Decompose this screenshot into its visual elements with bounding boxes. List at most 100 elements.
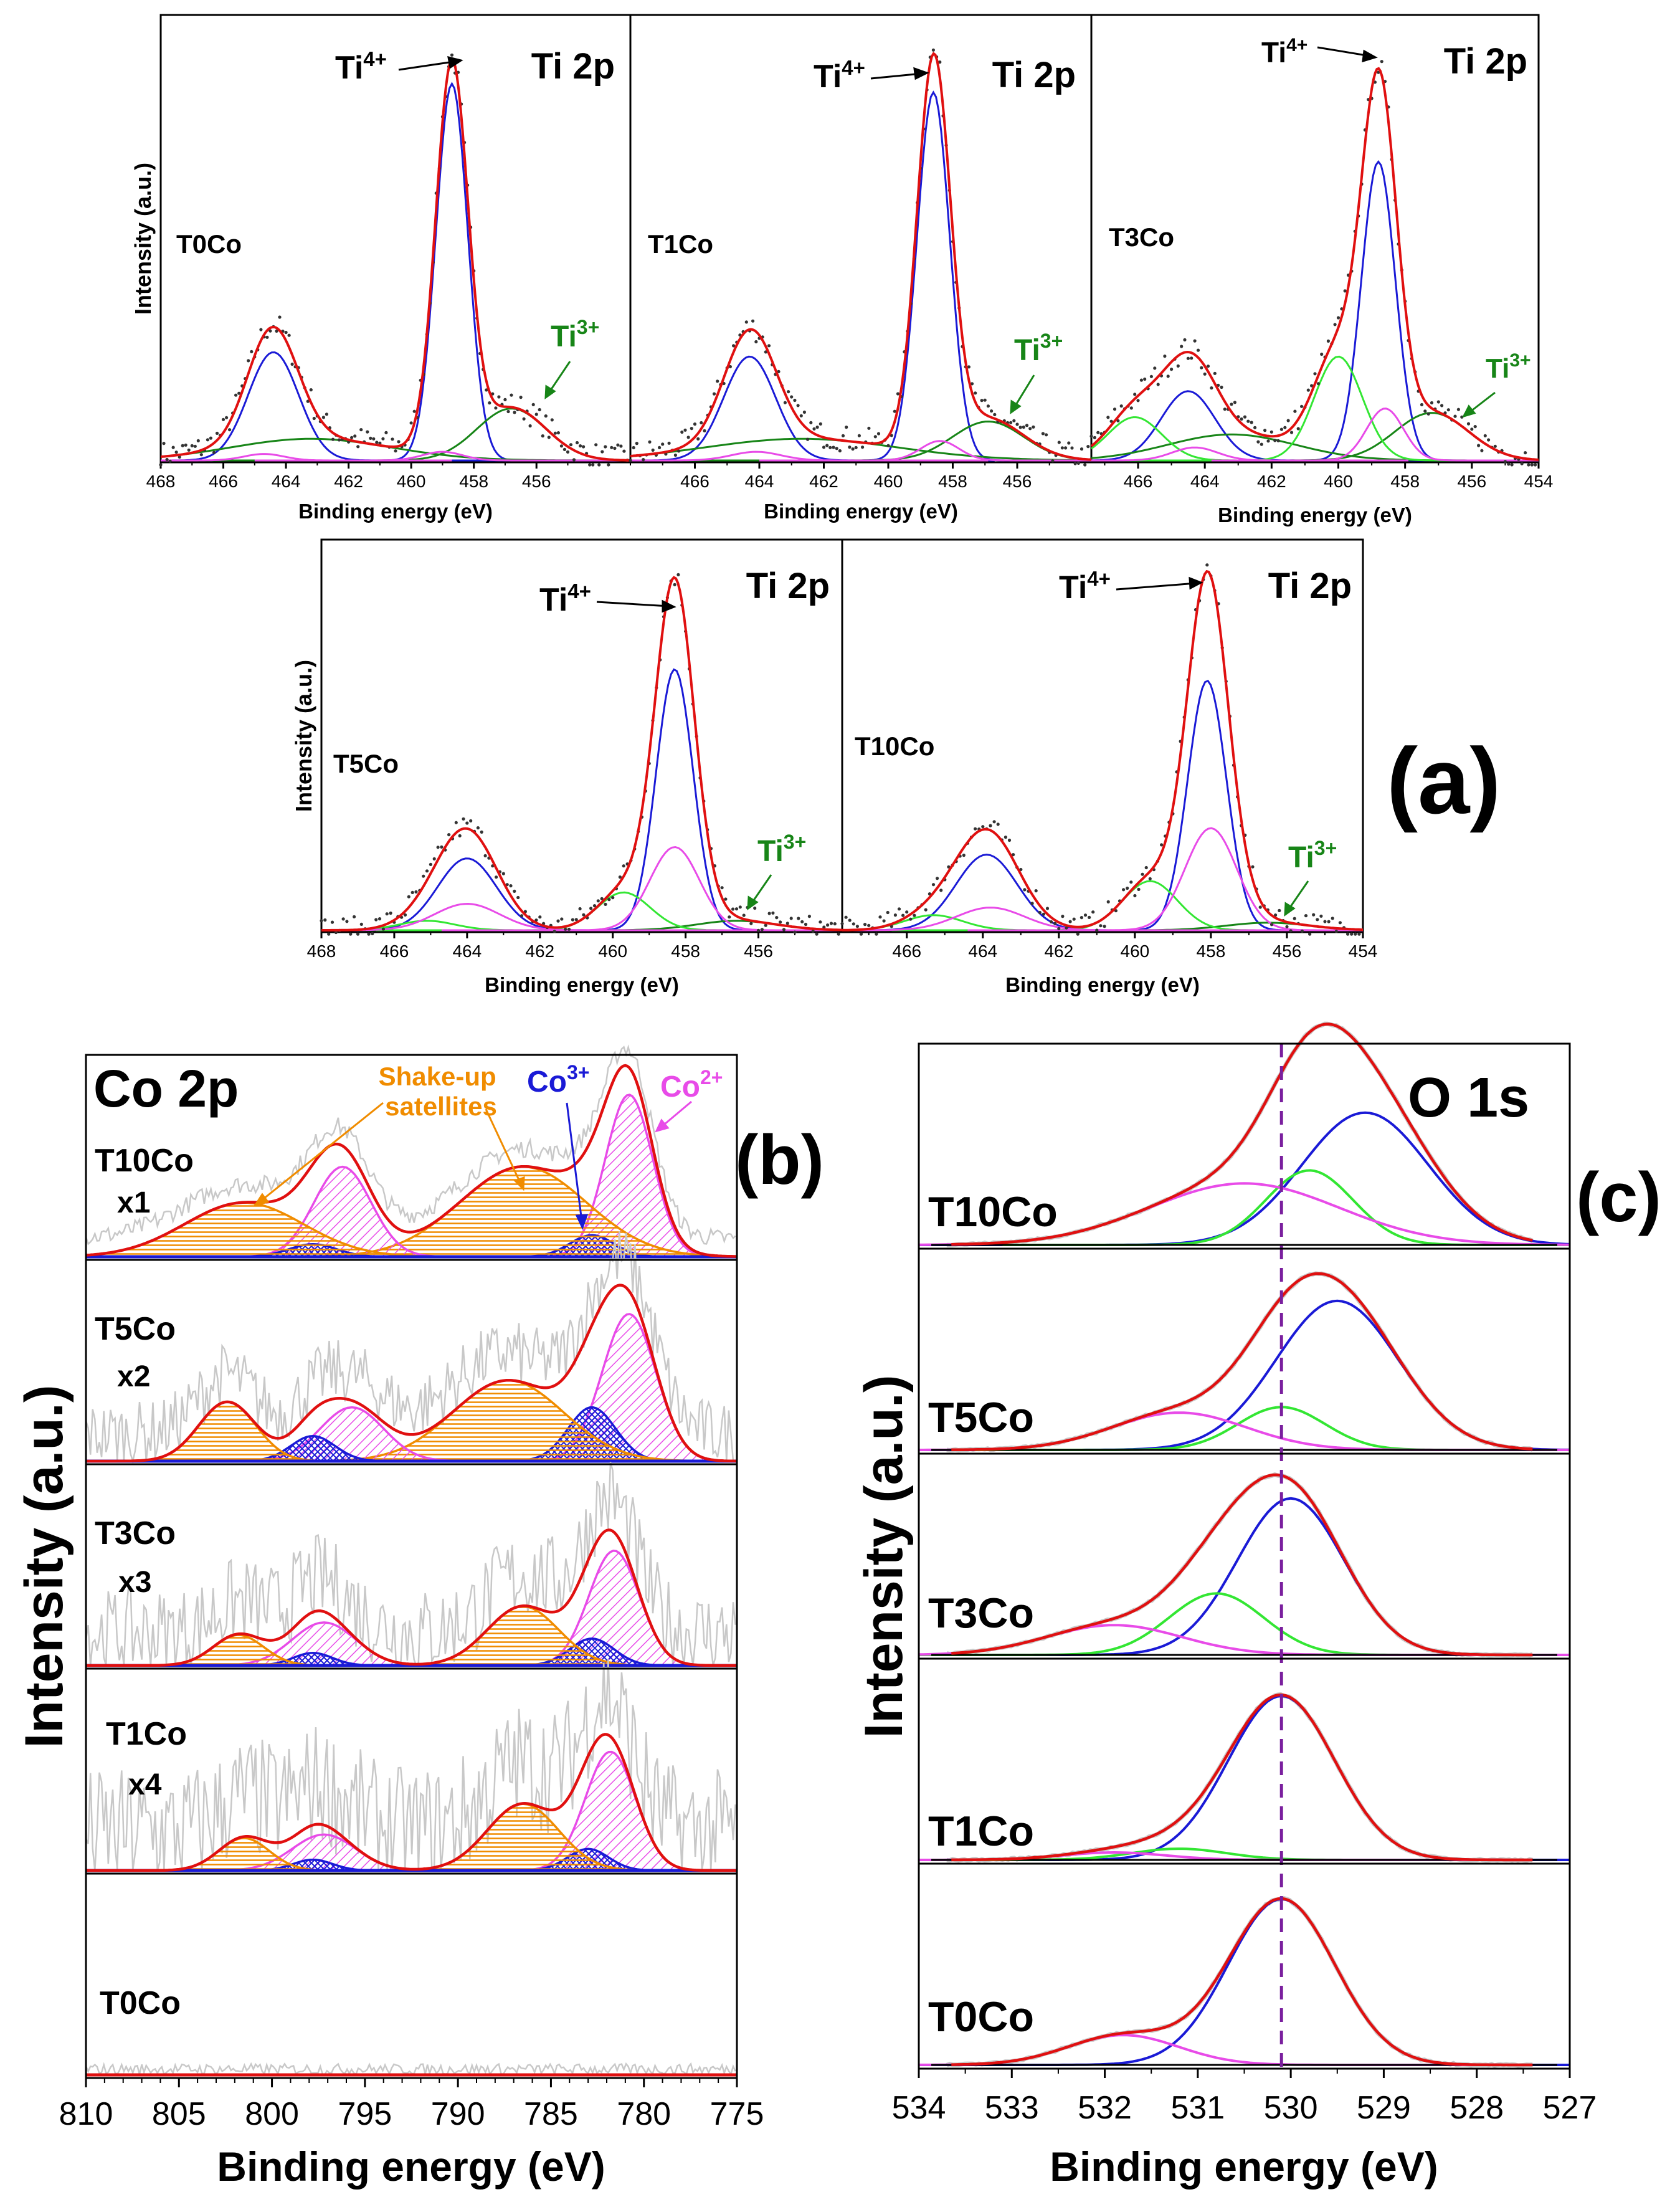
ti-raw-point <box>1072 917 1076 921</box>
ti-raw-point <box>394 449 397 453</box>
ti-raw-point <box>1233 401 1236 404</box>
ti-xlabel-t3co: Binding energy (eV) <box>1218 503 1412 527</box>
ti-raw-point <box>867 426 871 430</box>
ti-raw-point <box>327 932 331 936</box>
ti-raw-point <box>1473 425 1477 429</box>
ti-fit-envelope <box>160 58 631 462</box>
o-ylabel: Intensity (a.u.) <box>854 1375 914 1738</box>
ti-raw-point <box>854 446 858 449</box>
ti-raw-point <box>804 922 808 927</box>
ti-raw-point <box>190 444 194 448</box>
co3-label: Co3+ <box>527 1061 589 1098</box>
ti-raw-point <box>454 821 458 824</box>
ti-tick-label: 462 <box>1044 941 1073 961</box>
panel-b-co2p: 810 805 800 795 790 785 780 775 Co 2p Intensity… <box>14 1044 824 2190</box>
ti-component-pink <box>441 846 842 932</box>
ti-raw-point <box>596 899 600 903</box>
ti-raw-point <box>857 434 861 437</box>
ti-raw-point <box>1042 912 1045 916</box>
ti-raw-point <box>607 463 610 467</box>
ti-raw-point <box>1269 923 1274 927</box>
ti-raw-point <box>397 440 401 444</box>
ti-tick-label: 456 <box>1273 941 1302 961</box>
ti-raw-point <box>1129 406 1133 410</box>
ti-raw-point <box>403 913 407 917</box>
ti-raw-point <box>1093 436 1096 440</box>
ti-raw-point <box>1423 409 1427 413</box>
ti-raw-point <box>619 444 623 448</box>
satellite-arrow-left <box>253 1102 384 1207</box>
ti-raw-point <box>779 920 782 924</box>
ti-raw-point <box>828 446 832 449</box>
co-tick-label: 800 <box>245 2096 299 2132</box>
ti-raw-point <box>749 922 753 925</box>
ti-raw-point <box>330 920 335 924</box>
o-fit-envelope <box>951 1897 1533 2067</box>
ti-raw-point <box>462 817 465 821</box>
o-tick-label: 534 <box>892 2090 946 2126</box>
ti-tick-label: 464 <box>968 941 997 961</box>
panel-a-ti2p: 468 466 464 462 460 458 456 466 464 462 460 458 456 4… <box>130 14 1553 996</box>
ti-component-ti4 <box>301 82 602 462</box>
co-plot-t10co <box>85 1044 738 1259</box>
ti-tick-label: 456 <box>1003 472 1032 491</box>
ti-raw-point <box>703 429 706 432</box>
ti-xlabel-t10co: Binding energy (eV) <box>1005 973 1200 996</box>
ti4-label-t1co: Ti4+ <box>814 56 865 95</box>
co-component-fill <box>86 1838 423 1871</box>
ti-raw-point <box>861 446 865 449</box>
ti-raw-point <box>278 315 282 319</box>
ti-raw-point <box>553 431 558 435</box>
ti-raw-point <box>485 388 488 392</box>
ti-raw-point <box>1034 889 1038 893</box>
o-tick-label: 529 <box>1357 2090 1411 2126</box>
ti-region-t1co: Ti 2p <box>992 55 1076 95</box>
o-xlabel: Binding energy (eV) <box>1050 2143 1438 2190</box>
ti-raw-point <box>1086 445 1090 449</box>
ti-raw-point <box>458 834 462 837</box>
ti-raw-point <box>1004 836 1007 839</box>
ti-raw-point <box>320 919 323 923</box>
ti-raw-point <box>234 393 238 397</box>
ti-raw-point <box>1007 838 1012 842</box>
ti-raw-point <box>571 918 575 922</box>
o-plot-t3co <box>918 1472 1570 1658</box>
co-plot-t0co <box>85 2062 737 2077</box>
ti-tick-label: 454 <box>1349 941 1378 961</box>
ti-raw-point <box>764 350 767 354</box>
co-xlabel: Binding energy (eV) <box>217 2143 605 2190</box>
ti-raw-point <box>1012 419 1016 422</box>
ti-raw-point <box>993 412 997 417</box>
ti-raw-point <box>1083 463 1087 467</box>
o-fit-envelope <box>951 1022 1533 1246</box>
ti-tick-label: 466 <box>892 941 921 961</box>
ti-region-t10co: Ti 2p <box>1268 566 1352 606</box>
ti-sample-t3co: T3Co <box>1109 222 1174 252</box>
co-fit-envelope <box>86 1733 737 1872</box>
ti-raw-point <box>334 930 338 935</box>
ti-raw-point <box>819 920 822 924</box>
ti-raw-point <box>1319 914 1323 918</box>
ti-raw-point <box>381 437 385 441</box>
ti-raw-point <box>275 329 278 333</box>
ti-raw-point <box>1163 355 1167 358</box>
ti-raw-point <box>1080 916 1083 920</box>
ti-raw-point <box>610 446 614 449</box>
ti-raw-point <box>1323 920 1327 923</box>
ti-raw-point <box>544 414 548 418</box>
co-component-fill <box>272 1804 738 1871</box>
ti-raw-point <box>1091 910 1095 914</box>
ti-raw-point <box>501 872 505 875</box>
o-component-light_green <box>1002 1169 1570 1246</box>
ti-raw-point <box>754 340 758 344</box>
ti-raw-point <box>1336 316 1341 320</box>
ti-raw-point <box>569 443 573 447</box>
ti-raw-point <box>931 48 935 52</box>
ti-component-ti4 <box>500 668 842 932</box>
ti-raw-point <box>1466 422 1471 426</box>
ti-raw-point <box>597 463 601 467</box>
ti-raw-point <box>819 422 822 426</box>
ti-xlabel-t5co: Binding energy (eV) <box>485 973 679 996</box>
ti-raw-point <box>683 428 687 432</box>
ti-raw-point <box>1334 930 1338 933</box>
